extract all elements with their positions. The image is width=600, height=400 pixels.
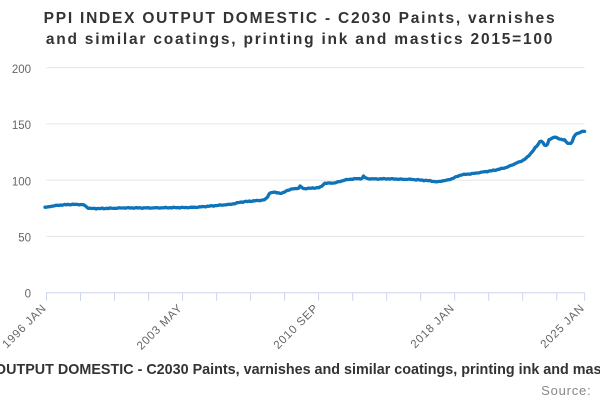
- svg-text:1996 JAN: 1996 JAN: [1, 302, 50, 351]
- svg-text:100: 100: [12, 176, 31, 188]
- svg-text:2018 JAN: 2018 JAN: [409, 302, 458, 351]
- svg-text:0: 0: [25, 288, 31, 300]
- svg-text:2025 JAN: 2025 JAN: [539, 302, 588, 351]
- svg-text:2010 SEP: 2010 SEP: [272, 302, 321, 351]
- svg-text:150: 150: [12, 120, 31, 132]
- svg-text:50: 50: [18, 233, 31, 245]
- svg-text:2003 MAY: 2003 MAY: [135, 302, 185, 352]
- svg-text:200: 200: [12, 64, 31, 76]
